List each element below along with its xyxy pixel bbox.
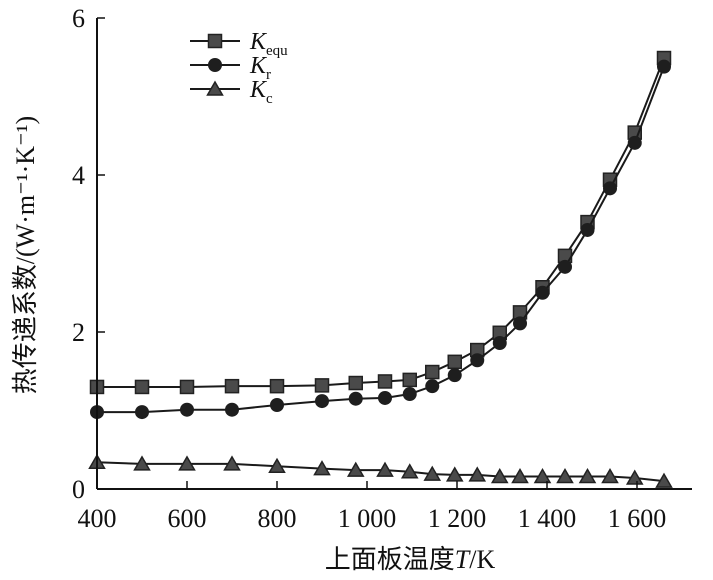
- data-point-K_r: [580, 222, 595, 237]
- data-point-K_c: [655, 472, 673, 488]
- data-point-K_r: [470, 353, 485, 368]
- y-tick-label: 6: [72, 4, 85, 33]
- legend-marker-circle: [208, 58, 222, 72]
- legend-label: Kr: [249, 53, 271, 83]
- data-point-K_r: [348, 391, 363, 406]
- data-point-K_c: [533, 467, 552, 484]
- data-point-K_r: [378, 390, 392, 405]
- legend-marker-square: [207, 33, 223, 49]
- y-tick-label: 2: [72, 318, 85, 347]
- data-point-K_r: [447, 368, 462, 383]
- data-point-K_c: [578, 467, 597, 484]
- data-point-K_equ: [447, 354, 462, 370]
- data-point-K_c: [133, 455, 151, 471]
- data-point-K_r: [513, 316, 527, 331]
- data-point-K_c: [468, 466, 487, 482]
- data-point-K_c: [423, 465, 442, 481]
- data-point-K_c: [178, 455, 196, 471]
- x-axis-label: 上面板温度T/K: [325, 545, 496, 574]
- data-point-K_equ: [402, 372, 417, 388]
- data-point-K_c: [511, 467, 529, 484]
- data-point-K_equ: [269, 378, 285, 394]
- series-line-K_equ: [97, 57, 665, 388]
- data-point-K_r: [315, 394, 329, 409]
- data-point-K_r: [627, 135, 642, 150]
- data-point-K_c: [346, 461, 365, 477]
- y-axis-label: 热传递系数/(W·m⁻¹·K⁻¹): [11, 116, 40, 394]
- data-point-K_c: [313, 460, 331, 476]
- y-tick-label: 4: [72, 161, 85, 190]
- data-point-K_c: [601, 467, 619, 484]
- data-point-K_r: [603, 181, 617, 196]
- data-point-K_r: [558, 259, 572, 274]
- x-tick-label: 1 000: [338, 504, 397, 533]
- data-point-K_r: [180, 402, 194, 417]
- legend-label: Kc: [249, 77, 273, 107]
- data-point-K_r: [135, 405, 149, 420]
- legend-label: Kequ: [249, 29, 288, 59]
- data-point-K_c: [400, 463, 419, 479]
- data-point-K_equ: [134, 379, 150, 395]
- plot-area: [88, 50, 673, 488]
- data-point-K_equ: [179, 379, 195, 395]
- x-tick-label: 1 400: [518, 504, 577, 533]
- data-point-K_r: [492, 335, 507, 350]
- data-point-K_c: [268, 457, 286, 473]
- x-tick-label: 800: [258, 504, 297, 533]
- data-point-K_equ: [425, 364, 440, 380]
- series-line-K_r: [97, 66, 665, 414]
- x-tick-label: 400: [78, 504, 117, 533]
- x-tick-label: 600: [168, 504, 207, 533]
- data-point-K_equ: [377, 374, 393, 389]
- x-tick-label: 1 200: [428, 504, 487, 533]
- legend-marker-triangle: [206, 80, 224, 96]
- data-point-K_r: [225, 402, 239, 417]
- data-point-K_c: [625, 469, 644, 485]
- data-point-K_r: [657, 59, 671, 74]
- data-point-K_c: [223, 455, 241, 471]
- data-point-K_equ: [224, 378, 240, 394]
- data-point-K_r: [425, 379, 440, 394]
- data-point-K_c: [556, 467, 574, 484]
- data-point-K_r: [270, 398, 284, 413]
- x-tick-label: 1 600: [608, 504, 667, 533]
- y-tick-label: 0: [72, 475, 85, 504]
- data-point-K_equ: [348, 375, 363, 391]
- data-point-K_r: [402, 387, 417, 402]
- data-point-K_c: [490, 467, 509, 484]
- data-point-K_c: [445, 466, 464, 482]
- data-point-K_r: [535, 285, 550, 300]
- data-point-K_equ: [314, 378, 330, 393]
- data-point-K_c: [376, 461, 394, 477]
